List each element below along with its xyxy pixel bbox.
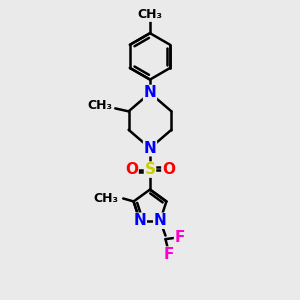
Text: S: S bbox=[145, 162, 155, 177]
Text: N: N bbox=[144, 85, 156, 100]
Text: CH₃: CH₃ bbox=[87, 99, 112, 112]
Text: N: N bbox=[154, 213, 167, 228]
Text: CH₃: CH₃ bbox=[94, 192, 119, 205]
Text: F: F bbox=[175, 230, 185, 245]
Text: N: N bbox=[134, 213, 146, 228]
Text: N: N bbox=[144, 141, 156, 156]
Text: O: O bbox=[162, 162, 175, 177]
Text: F: F bbox=[163, 247, 174, 262]
Text: CH₃: CH₃ bbox=[137, 8, 163, 21]
Text: O: O bbox=[125, 162, 138, 177]
